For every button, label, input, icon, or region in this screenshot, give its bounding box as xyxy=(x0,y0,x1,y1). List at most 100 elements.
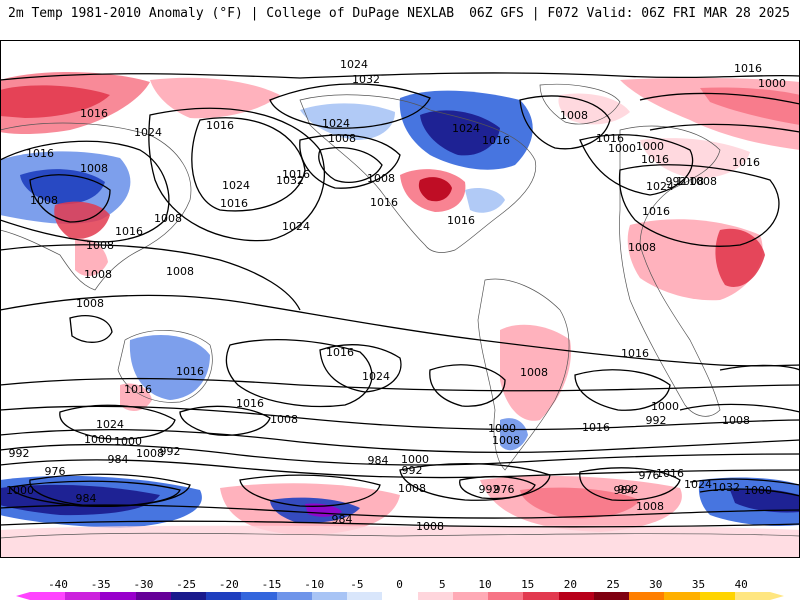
contour-label: 1016 xyxy=(236,397,264,410)
contour-label: 1016 xyxy=(732,156,760,169)
contour-label: 1008 xyxy=(86,239,114,252)
contour-label: 976 xyxy=(494,483,515,496)
contour-label: 984 xyxy=(614,484,635,497)
isobar xyxy=(399,463,551,501)
isobar xyxy=(649,123,800,133)
contour-label: 1016 xyxy=(220,197,248,210)
warm-anomaly-arctic-east-core xyxy=(700,87,800,125)
contour-label: 1024 xyxy=(222,179,250,192)
colorbar-tick-label: -35 xyxy=(90,578,111,591)
contour-label: 1000 xyxy=(114,435,142,448)
contour-label: 1008 xyxy=(492,434,520,447)
isobar xyxy=(0,377,800,392)
colorbar-tick-label: 0 xyxy=(396,578,403,591)
colorbar-tick-label: 35 xyxy=(691,578,706,591)
colorbar-tick-label: -30 xyxy=(133,578,154,591)
contour-label: 984 xyxy=(108,453,129,466)
contour-label: 1016 xyxy=(26,147,54,160)
contour-label: 1016 xyxy=(176,365,204,378)
contour-label: 992 xyxy=(666,175,687,188)
cold-anomaly-great-lakes xyxy=(465,188,505,213)
isobar xyxy=(239,474,381,507)
isobar xyxy=(0,405,800,431)
isobar xyxy=(639,92,800,105)
isobar xyxy=(719,364,800,371)
isobar xyxy=(148,107,325,242)
isobar xyxy=(0,72,800,81)
cold-anomaly-patagonia xyxy=(500,418,528,451)
warm-anomaly-western-us-core xyxy=(418,177,452,202)
warm-anomaly-india xyxy=(75,238,108,277)
contour-label: 1008 xyxy=(416,520,444,533)
contour-label: 1024 xyxy=(684,478,712,491)
coast-greenland xyxy=(539,83,621,125)
contour-label: 1024 xyxy=(646,180,674,193)
colorbar-swatch xyxy=(629,592,665,600)
map-title: 2m Temp 1981-2010 Anomaly (°F) | College… xyxy=(8,6,455,21)
coast-europe-africa xyxy=(619,125,721,417)
anomaly-map[interactable]: 1024 1032 1016 1000 1016 1024 1016 1008 1024 1016… xyxy=(0,40,800,558)
isobar xyxy=(319,344,402,393)
contour-labels: 1024103210161000101610241016100810241016… xyxy=(6,58,786,533)
colorbar-swatch xyxy=(206,592,242,600)
coast-south-america xyxy=(477,278,570,471)
contour-label: 1000 xyxy=(608,142,636,155)
contour-label: 1008 xyxy=(520,366,548,379)
coast-asia xyxy=(0,122,192,291)
contour-label: 1008 xyxy=(398,482,426,495)
contour-label: 1008 xyxy=(636,500,664,513)
isobar xyxy=(225,339,373,408)
warm-anomaly-antarctic-east-core xyxy=(520,487,640,519)
colorbar-swatch xyxy=(135,592,172,600)
colorbar-tick-label: -40 xyxy=(48,578,68,591)
header: 2m Temp 1981-2010 Anomaly (°F) | College… xyxy=(0,0,800,28)
colorbar-tick-label: -10 xyxy=(304,578,325,591)
isobar xyxy=(699,488,800,497)
colorbar-swatch xyxy=(30,592,66,600)
contour-label: 1016 xyxy=(596,132,624,145)
colorbar-swatch xyxy=(347,592,383,600)
contour-label: 1024 xyxy=(322,117,350,130)
isobar xyxy=(0,443,800,466)
contour-label: 1016 xyxy=(124,383,152,396)
colorbar-swatch xyxy=(452,592,489,600)
colorbar-swatch xyxy=(241,592,278,600)
colorbar-swatch xyxy=(558,592,595,600)
colorbar-tick-label: 15 xyxy=(521,578,535,591)
warm-anomaly-greenland xyxy=(558,93,630,125)
cold-anomaly-n-canada-core xyxy=(420,110,500,156)
cold-anomaly-antarctic-west-core xyxy=(0,484,160,516)
contour-label: 1032 xyxy=(352,73,380,86)
contour-label: 992 xyxy=(9,447,30,460)
colorbar-tick-label: -20 xyxy=(218,578,239,591)
contour-label: 1008 xyxy=(689,175,717,188)
contour-label: 992 xyxy=(160,445,181,458)
colorbar-swatch xyxy=(734,592,771,600)
isobar xyxy=(8,480,181,507)
colorbar-swatch xyxy=(488,592,524,600)
contour-label: 1008 xyxy=(628,241,656,254)
colorbar-strip xyxy=(0,592,800,600)
warm-anomaly-arabia-core xyxy=(715,228,765,287)
isobar xyxy=(579,134,694,196)
colorbar-swatch xyxy=(276,592,313,600)
isobar xyxy=(299,134,401,189)
contour-label: 1000 xyxy=(651,400,679,413)
isobar xyxy=(0,520,800,528)
warm-anomaly-arctic-mid xyxy=(150,77,280,119)
warm-anomaly-sw-australia xyxy=(120,383,152,412)
isobar xyxy=(519,95,611,150)
contour-label: 1000 xyxy=(401,453,429,466)
contour-label: 1000 xyxy=(84,433,112,446)
contour-label: 992 xyxy=(479,483,500,496)
colorbar-swatch xyxy=(593,592,630,600)
isobar xyxy=(459,475,536,500)
colorbar-swatch xyxy=(699,592,736,600)
contour-label: 1016 xyxy=(641,153,669,166)
contour-label: 1008 xyxy=(76,297,104,310)
colorbar-swatch xyxy=(65,592,101,600)
colorbar-tick-label: 25 xyxy=(606,578,620,591)
contour-label: 1016 xyxy=(370,196,398,209)
colorbar-left-arrow xyxy=(16,592,30,600)
colorbar-swatch xyxy=(100,592,137,600)
